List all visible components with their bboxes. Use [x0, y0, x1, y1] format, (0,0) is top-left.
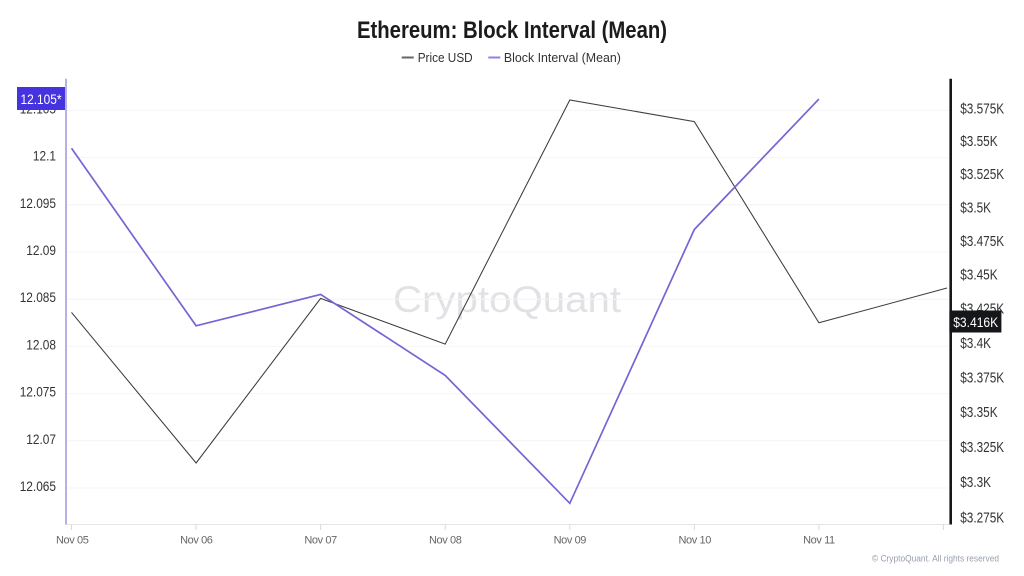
svg-text:Nov 09: Nov 09: [554, 535, 587, 547]
svg-text:$3.325K: $3.325K: [960, 439, 1004, 455]
svg-text:$3.55K: $3.55K: [960, 133, 998, 149]
svg-text:Block Interval (Mean): Block Interval (Mean): [504, 51, 621, 65]
svg-text:$3.4K: $3.4K: [960, 335, 991, 351]
svg-text:Ethereum: Block Interval (Mean: Ethereum: Block Interval (Mean): [357, 17, 667, 44]
svg-text:Nov 11: Nov 11: [803, 535, 835, 547]
svg-text:$3.475K: $3.475K: [960, 233, 1004, 249]
svg-text:© CryptoQuant. All rights rese: © CryptoQuant. All rights reserved: [872, 554, 999, 565]
svg-text:12.065: 12.065: [20, 478, 56, 494]
svg-text:Nov 10: Nov 10: [678, 535, 711, 547]
svg-text:$3.525K: $3.525K: [960, 166, 1004, 182]
svg-text:12.085: 12.085: [20, 289, 56, 305]
svg-text:12.07: 12.07: [26, 431, 56, 447]
svg-text:12.095: 12.095: [20, 195, 56, 211]
svg-text:Price USD: Price USD: [418, 51, 473, 65]
svg-text:Nov 06: Nov 06: [180, 535, 213, 547]
svg-text:12.1: 12.1: [33, 148, 56, 164]
svg-text:$3.35K: $3.35K: [960, 404, 998, 420]
svg-text:$3.575K: $3.575K: [960, 100, 1004, 116]
svg-text:$3.5K: $3.5K: [960, 199, 991, 215]
svg-text:12.08: 12.08: [26, 337, 56, 353]
svg-text:$3.45K: $3.45K: [960, 266, 998, 282]
svg-text:Nov 05: Nov 05: [56, 535, 89, 547]
svg-text:12.09: 12.09: [26, 242, 56, 258]
svg-text:12.075: 12.075: [20, 384, 56, 400]
svg-text:Nov 07: Nov 07: [304, 535, 337, 547]
svg-text:$3.416K: $3.416K: [953, 315, 999, 330]
svg-text:12.105*: 12.105*: [21, 92, 63, 107]
svg-text:Nov 08: Nov 08: [429, 535, 462, 547]
svg-text:$3.275K: $3.275K: [960, 509, 1004, 525]
svg-text:$3.375K: $3.375K: [960, 369, 1004, 385]
svg-text:$3.3K: $3.3K: [960, 474, 991, 490]
